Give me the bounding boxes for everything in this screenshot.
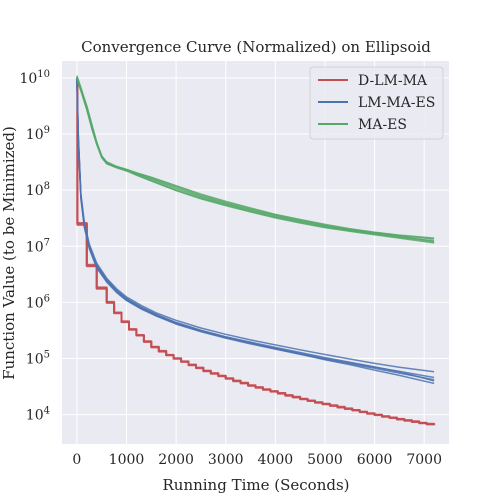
x-tick-label: 4000: [258, 452, 294, 468]
x-tick-labels: 0 1000 2000 3000 4000 5000 6000 7000: [72, 452, 442, 468]
legend-label-lm-ma-es: LM-MA-ES: [358, 95, 435, 111]
x-tick-label: 2000: [158, 452, 194, 468]
legend-label-d-lm-ma: D-LM-MA: [358, 73, 428, 89]
series-line-lm-ma-es: [76, 77, 435, 382]
x-tick-label: 1000: [109, 452, 145, 468]
series-line-ma-es: [76, 77, 435, 243]
x-tick-label: 3000: [208, 452, 244, 468]
y-tick-label: 109: [26, 125, 50, 143]
legend-box: [309, 66, 444, 140]
y-tick-label: 105: [26, 350, 50, 368]
y-tick-label: 104: [26, 406, 50, 424]
x-tick-label: 6000: [357, 452, 393, 468]
y-axis-label: Function Value (to be Minimized): [0, 126, 18, 380]
series-lines: [76, 75, 436, 426]
x-tick-label: 5000: [307, 452, 343, 468]
y-tick-label: 107: [26, 237, 50, 255]
y-tick-label: 1010: [19, 69, 50, 87]
x-tick-label: 7000: [406, 452, 442, 468]
y-tick-label: 106: [26, 293, 50, 311]
x-axis-label: Running Time (Seconds): [162, 476, 349, 494]
y-tick-labels: 104 105 106 107 108 109 1010: [19, 69, 50, 424]
x-tick-label: 0: [72, 452, 81, 468]
series-line-d-lm-ma: [76, 85, 436, 426]
chart-title: Convergence Curve (Normalized) on Ellips…: [81, 38, 431, 56]
y-tick-label: 108: [26, 181, 50, 199]
legend-label-ma-es: MA-ES: [358, 117, 407, 133]
legend: D-LM-MA LM-MA-ES MA-ES: [309, 66, 444, 140]
